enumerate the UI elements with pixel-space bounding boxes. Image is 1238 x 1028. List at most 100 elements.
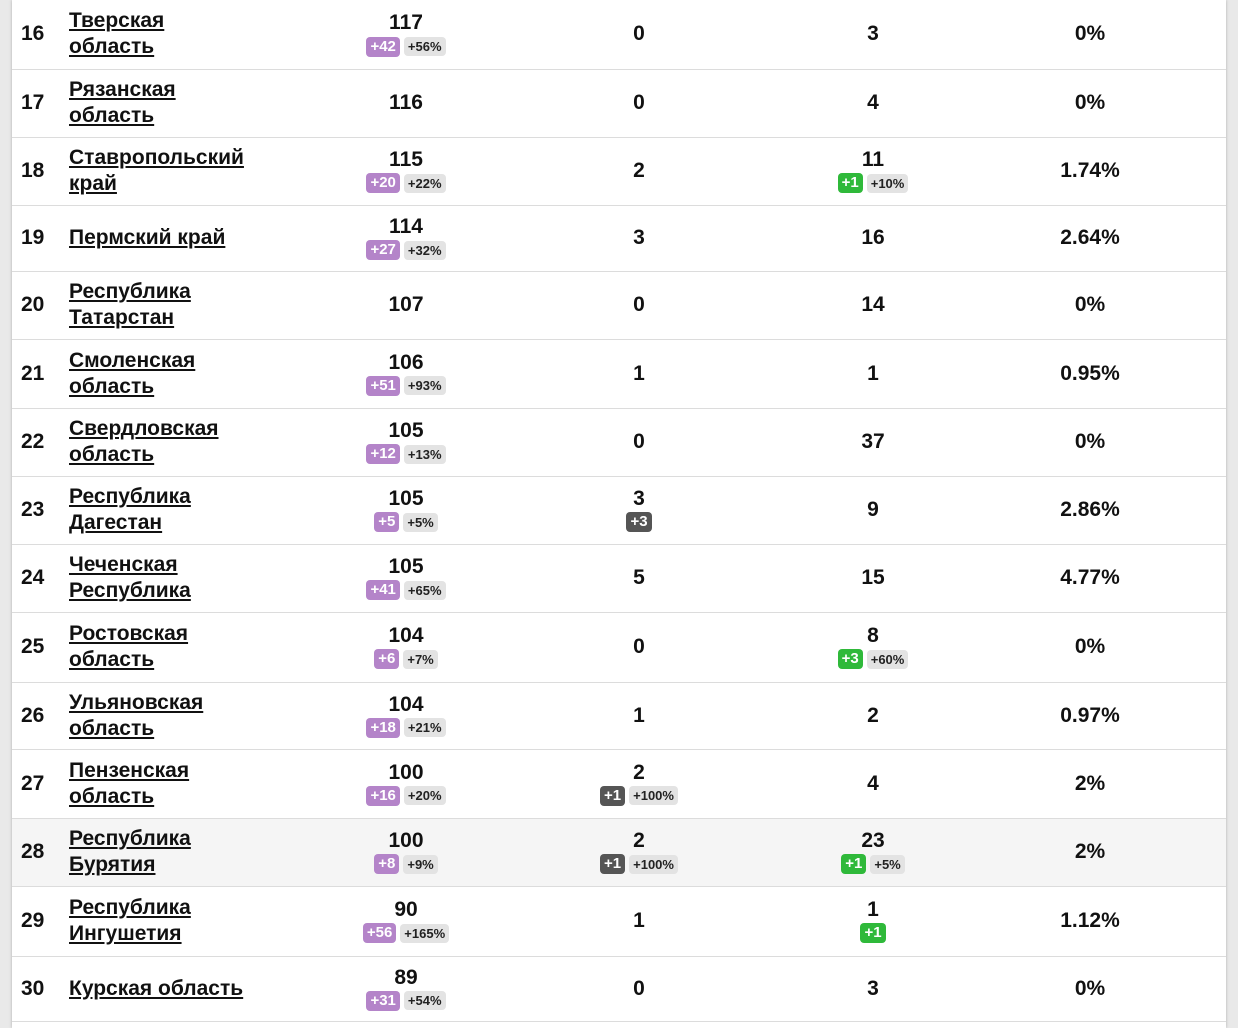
deaths-change: +1 +100%	[487, 854, 791, 875]
recovered-percent-badge: +60%	[866, 649, 909, 669]
mortality-rate-cell: 1.74%	[954, 137, 1226, 206]
recovered-change: +3 +60%	[793, 649, 953, 670]
cases-change: +16 +20%	[327, 785, 485, 807]
region-link[interactable]: Ставропольский край	[69, 146, 244, 195]
deaths-cell: 2 +1 +100%	[486, 818, 792, 887]
region-name-line: Ростовская	[69, 622, 189, 645]
deaths-value: 5	[633, 566, 645, 589]
recovered-cell: 23 +1 +5%	[792, 818, 954, 887]
cases-delta-badge: +18	[366, 717, 400, 738]
recovered-cell: 16	[792, 205, 954, 272]
region-name-line: область	[69, 104, 155, 127]
cases-change: +42 +56%	[327, 36, 485, 57]
region-cell: Республика Бурятия	[68, 818, 326, 887]
region-name-line: Республика	[69, 827, 191, 850]
deaths-value: 2	[633, 760, 645, 784]
rank-cell: 25	[12, 612, 68, 683]
region-name-line: Ставропольский	[69, 146, 244, 169]
recovered-value: 2	[867, 703, 879, 727]
region-link[interactable]: Ростовская область	[69, 622, 188, 671]
cases-value: 89	[394, 965, 418, 989]
deaths-delta-badge: +1	[600, 785, 626, 806]
cases-percent-badge: +21%	[403, 718, 446, 738]
recovered-delta-badge: +1	[837, 173, 863, 194]
region-name-line: область	[69, 35, 155, 59]
rank-cell: 26	[12, 682, 68, 750]
cases-cell: 105 +5 +5%	[326, 476, 486, 545]
recovered-delta-badge: +1	[841, 854, 867, 875]
cases-value: 115	[389, 148, 423, 171]
deaths-value: 1	[633, 361, 645, 385]
recovered-cell: 1 +1	[792, 886, 954, 957]
recovered-value: 4	[867, 91, 879, 114]
recovered-value: 11	[861, 148, 885, 171]
rank-cell: 22	[12, 408, 68, 477]
cases-change: +41 +65%	[327, 580, 485, 601]
region-link[interactable]: Ульяновская область	[69, 691, 203, 740]
cases-value: 105	[388, 419, 424, 442]
table-row: 19 Пермский край 114 +27 +32% 3 16 2.64%	[12, 205, 1226, 272]
deaths-value: 0	[633, 22, 645, 46]
cases-value: 100	[388, 829, 424, 852]
region-link[interactable]: Пермский край	[69, 226, 225, 249]
rank-cell: 24	[12, 544, 68, 613]
region-name-line: область	[69, 716, 155, 740]
cases-change: +8 +9%	[327, 854, 485, 875]
region-link[interactable]: Рязанская область	[69, 78, 176, 127]
cases-cell: 100 +8 +9%	[326, 818, 486, 887]
region-link[interactable]: Республика Дагестан	[69, 485, 191, 534]
region-link[interactable]: Чеченская Республика	[69, 553, 191, 602]
rank-cell: 17	[12, 69, 68, 138]
deaths-cell: 0	[486, 612, 792, 683]
rank-cell: 29	[12, 886, 68, 957]
cases-percent-badge: +165%	[400, 923, 450, 943]
recovered-delta-badge: +3	[837, 649, 863, 670]
region-cell: Республика Татарстан	[68, 271, 326, 340]
deaths-value: 0	[633, 976, 645, 1000]
cases-percent-badge: +20%	[403, 786, 446, 806]
recovered-value: 15	[861, 566, 885, 589]
recovered-percent-badge: +5%	[870, 854, 905, 874]
cases-cell: 117 +42 +56%	[326, 0, 486, 70]
cases-cell: 104 +18 +21%	[326, 682, 486, 750]
region-link[interactable]: Республика Ингушетия	[69, 896, 191, 945]
region-link[interactable]: Пензенская область	[69, 759, 189, 808]
region-cell: Свердловская область	[68, 408, 326, 477]
cases-change: +18 +21%	[327, 717, 485, 739]
recovered-value: 1	[867, 361, 879, 385]
region-cell: Тверская область	[68, 0, 326, 70]
region-cell: Пензенская область	[68, 749, 326, 819]
table-body: 16 Тверская область 117 +42 +56% 0 3 0% 17 Рязанск…	[12, 0, 1226, 1022]
recovered-value: 8	[867, 624, 879, 647]
cases-cell: 100 +16 +20%	[326, 749, 486, 819]
region-link[interactable]: Республика Бурятия	[69, 827, 191, 876]
mortality-rate-cell: 2.86%	[954, 476, 1226, 545]
table-row: 18 Ставропольский край 115 +20 +22% 2 11 +1 +10% 1…	[12, 137, 1226, 206]
region-link[interactable]: Свердловская область	[69, 417, 219, 466]
deaths-value: 0	[633, 635, 645, 658]
recovered-delta-badge: +1	[860, 923, 886, 944]
region-link[interactable]: Смоленская область	[69, 349, 195, 398]
recovered-percent-badge: +10%	[866, 173, 909, 193]
cases-change: +20 +22%	[327, 173, 485, 194]
cases-change: +12 +13%	[327, 444, 485, 465]
deaths-cell: 3 +3	[486, 476, 792, 545]
cases-percent-badge: +9%	[403, 854, 438, 874]
recovered-value: 3	[867, 22, 879, 46]
recovered-cell: 3	[792, 956, 954, 1022]
recovered-value: 37	[861, 430, 885, 453]
deaths-value: 2	[633, 159, 645, 182]
mortality-rate-cell: 2%	[954, 749, 1226, 819]
region-link[interactable]: Республика Татарстан	[69, 280, 191, 329]
region-link[interactable]: Тверская область	[69, 9, 164, 58]
region-cell: Ростовская область	[68, 612, 326, 683]
deaths-value: 3	[633, 487, 645, 510]
recovered-change: +1	[793, 923, 953, 944]
region-cell: Пермский край	[68, 205, 326, 272]
cases-value: 117	[389, 11, 423, 35]
deaths-cell: 0	[486, 956, 792, 1022]
region-link[interactable]: Курская область	[69, 977, 243, 1000]
mortality-rate-cell: 0%	[954, 408, 1226, 477]
table-row: 23 Республика Дагестан 105 +5 +5% 3 +3 9 2.86%	[12, 476, 1226, 545]
cases-cell: 116	[326, 69, 486, 138]
